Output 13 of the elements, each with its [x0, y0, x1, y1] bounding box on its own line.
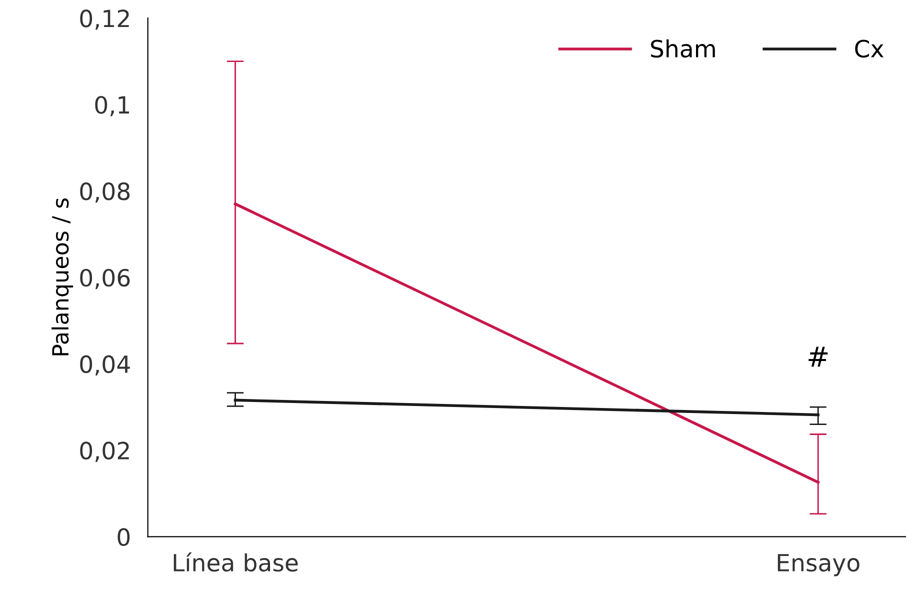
y-tick-label: 0,1: [95, 96, 129, 116]
x-tick-label: Línea base: [174, 552, 298, 572]
y-tick-label: 0: [118, 528, 130, 546]
y-tick-label: 0,06: [80, 268, 130, 290]
y-tick-label: 0,04: [80, 355, 130, 376]
x-tick-label: Ensayo: [778, 554, 860, 576]
y-axis-title: Palanqueos / s: [52, 198, 74, 356]
legend-label: Sham: [651, 39, 715, 58]
y-tick-label: 0,02: [80, 442, 129, 462]
y-tick-label: 0,08: [80, 182, 130, 203]
y-tick-label: 0,12: [80, 10, 129, 30]
annotation: #: [808, 346, 828, 367]
legend-label: Cx: [855, 40, 884, 58]
